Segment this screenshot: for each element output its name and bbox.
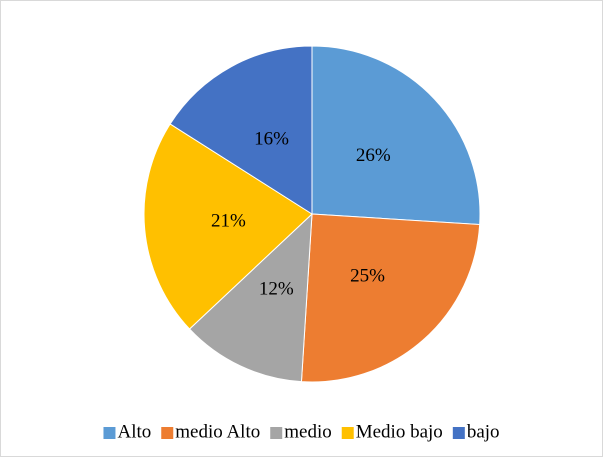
legend-label: medio	[284, 421, 332, 442]
data-label: 21%	[211, 210, 246, 231]
data-label: 12%	[259, 278, 294, 299]
pie-slice	[311, 45, 481, 226]
pie-slice	[300, 213, 481, 383]
pie-slice	[169, 45, 313, 215]
legend-swatch	[270, 427, 283, 439]
legend-label: Medio bajo	[356, 421, 443, 442]
data-label: 26%	[356, 145, 391, 166]
legend-swatch	[452, 427, 465, 439]
legend-swatch	[341, 427, 354, 439]
data-label: 25%	[350, 265, 385, 286]
legend-label: bajo	[467, 421, 500, 442]
legend-swatch	[161, 427, 174, 439]
legend-label: medio Alto	[175, 421, 260, 442]
legend-swatch	[103, 427, 116, 439]
legend-label: Alto	[117, 421, 151, 442]
pie-slice	[143, 123, 313, 330]
pie-slice	[188, 212, 313, 383]
data-label: 16%	[254, 129, 289, 150]
